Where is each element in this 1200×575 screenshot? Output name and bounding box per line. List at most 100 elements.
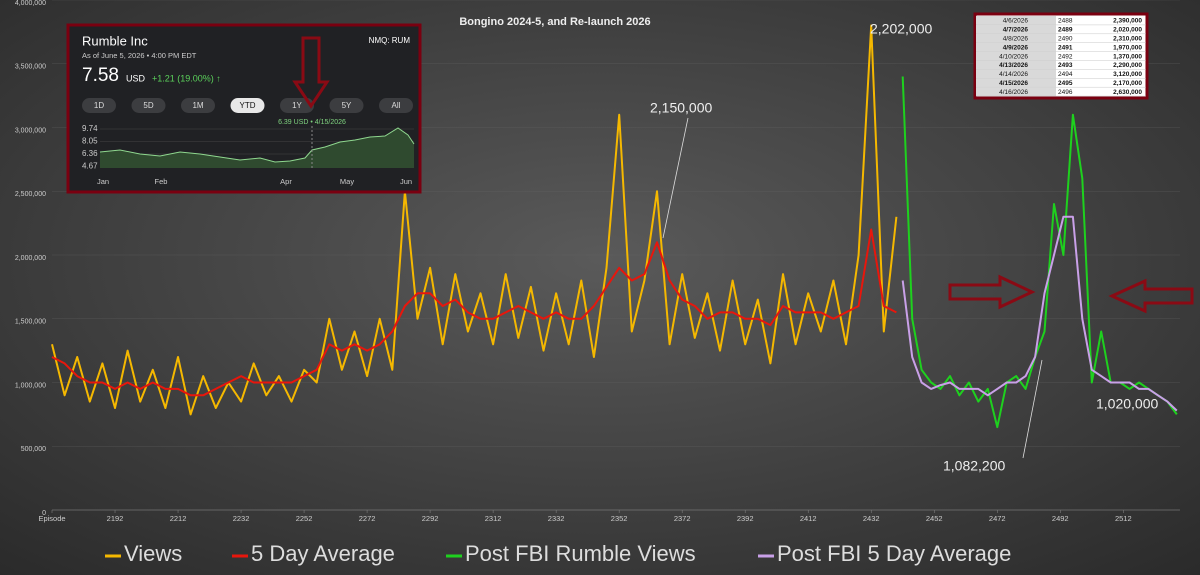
table-cell: 2491: [1058, 44, 1073, 51]
legend-label: 5 Day Average: [251, 541, 395, 566]
x-tick-label: 2292: [422, 514, 439, 523]
range-button: [181, 98, 215, 113]
y-tick-label: 0: [42, 510, 46, 517]
y-tick-label: 2,000,000: [15, 255, 46, 262]
table-cell: 2489: [1058, 27, 1073, 34]
x-tick-label: 2372: [674, 514, 691, 523]
table-cell: 2495: [1058, 80, 1073, 87]
range-button: [379, 98, 413, 113]
table-cell: 4/15/2026: [999, 80, 1028, 87]
legend-label: Post FBI 5 Day Average: [777, 541, 1011, 566]
range-label: All: [392, 101, 401, 110]
table-cell: 2,290,000: [1113, 62, 1142, 69]
table-cell: 4/14/2026: [999, 71, 1028, 78]
table-row-bg: [976, 33, 1056, 43]
range-label: 5Y: [342, 101, 352, 110]
table-cell: 4/6/2026: [1003, 18, 1029, 25]
stock-marker: 6.39 USD • 4/15/2026: [278, 119, 346, 126]
stock-currency: USD: [126, 73, 146, 83]
plot-area: 2,202,000 2,150,000 1,082,200 1,020,000: [51, 21, 1178, 474]
range-label: 5D: [143, 101, 153, 110]
annotation: 1,082,200: [943, 458, 1005, 474]
legend: Views 5 Day Average Post FBI Rumble Views P…: [105, 541, 1011, 566]
x-tick-label: 2512: [1115, 514, 1132, 523]
table-row-bg: [976, 51, 1056, 61]
stock-month: Jan: [97, 177, 109, 186]
y-tick-label: 3,500,000: [15, 64, 46, 71]
table-cell: 2493: [1058, 62, 1073, 69]
stock-month: May: [340, 177, 354, 186]
range-label: YTD: [240, 101, 256, 110]
table-cell: 4/10/2026: [999, 53, 1028, 60]
table-row-bg: [976, 24, 1056, 34]
stock-axis-label: 6.36: [82, 149, 98, 158]
table-cell: 2492: [1058, 53, 1073, 60]
x-tick-label: 2232: [233, 514, 250, 523]
x-tick-label: 2212: [170, 514, 187, 523]
series-line: [51, 228, 897, 397]
range-button: [280, 98, 314, 113]
x-tick-label: 2392: [737, 514, 754, 523]
y-tick-label: 2,500,000: [15, 191, 46, 198]
x-tick-label: Episode: [38, 514, 65, 523]
annotation: 2,202,000: [870, 21, 932, 37]
annotation: 1,020,000: [1096, 396, 1158, 412]
table-cell: 2,170,000: [1113, 80, 1142, 87]
y-tick-label: 500,000: [21, 446, 46, 453]
stock-line: [99, 127, 415, 163]
stock-axis-label: 4.67: [82, 162, 98, 171]
annotation-leader: [662, 117, 689, 239]
stock-axis-label: 8.05: [82, 137, 98, 146]
table-cell: 2,390,000: [1113, 18, 1142, 25]
table-row-bg: [976, 60, 1056, 70]
legend-label: Post FBI Rumble Views: [465, 541, 696, 566]
table-cell: 2,310,000: [1113, 35, 1142, 42]
table-cell: 2488: [1058, 18, 1073, 25]
range-label: 1D: [94, 101, 104, 110]
stock-ticker: NMQ: RUM: [369, 36, 411, 45]
series-line: [901, 215, 1178, 412]
stock-as-of: As of June 5, 2026 • 4:00 PM EDT: [82, 51, 197, 60]
x-tick-label: 2312: [485, 514, 502, 523]
series-line: [901, 76, 1178, 429]
range-button: [131, 98, 166, 113]
series-line: [51, 24, 898, 416]
stock-change: +1.21 (19.00%) ↑: [152, 73, 221, 83]
table-cell: 3,120,000: [1113, 71, 1142, 78]
table-cell: 4/13/2026: [999, 62, 1028, 69]
stock-name: Rumble Inc: [82, 33, 148, 48]
table-cell: 1,970,000: [1113, 44, 1142, 51]
annotation: 2,150,000: [650, 100, 712, 116]
chart-title: Bongino 2024-5, and Re-launch 2026: [459, 16, 650, 28]
table-cell: 2,630,000: [1113, 89, 1142, 96]
y-tick-label: 1,000,000: [15, 382, 46, 389]
stock-area: [100, 128, 414, 168]
x-tick-label: 2252: [296, 514, 313, 523]
table-row-bg: [976, 87, 1056, 97]
table-cell: 4/16/2026: [999, 89, 1028, 96]
x-tick-label: 2192: [107, 514, 124, 523]
y-tick-label: 3,000,000: [15, 127, 46, 134]
arrow-left: [1108, 278, 1194, 314]
x-tick-label: 2492: [1052, 514, 1069, 523]
x-tick-label: 2412: [800, 514, 817, 523]
stock-widget: Rumble Inc NMQ: RUM As of June 5, 2026 •…: [66, 23, 422, 194]
range-button: [230, 98, 265, 113]
range-label: 1M: [192, 101, 203, 110]
stock-price: 7.58: [82, 65, 119, 86]
range-buttons: 1D 5D 1M YTD 1Y 5Y All: [82, 98, 413, 113]
range-button: [82, 98, 116, 113]
table-cell: 2494: [1058, 71, 1073, 78]
stock-month: Feb: [155, 177, 168, 186]
annotation-leader: [1022, 359, 1043, 459]
data-table: 4/6/2026 2488 2,390,000 4/7/2026 2489 2,020,0…: [973, 12, 1149, 100]
table-cell: 2496: [1058, 89, 1073, 96]
x-tick-label: 2432: [863, 514, 880, 523]
stock-month: Jun: [400, 177, 412, 186]
table-row-bg: [976, 16, 1056, 25]
table-row-bg: [976, 69, 1056, 79]
table-row-bg: [976, 42, 1056, 52]
x-tick-label: 2332: [548, 514, 565, 523]
table-cell: 4/7/2026: [1003, 27, 1029, 34]
y-tick-label: 4,000,000: [15, 0, 46, 7]
